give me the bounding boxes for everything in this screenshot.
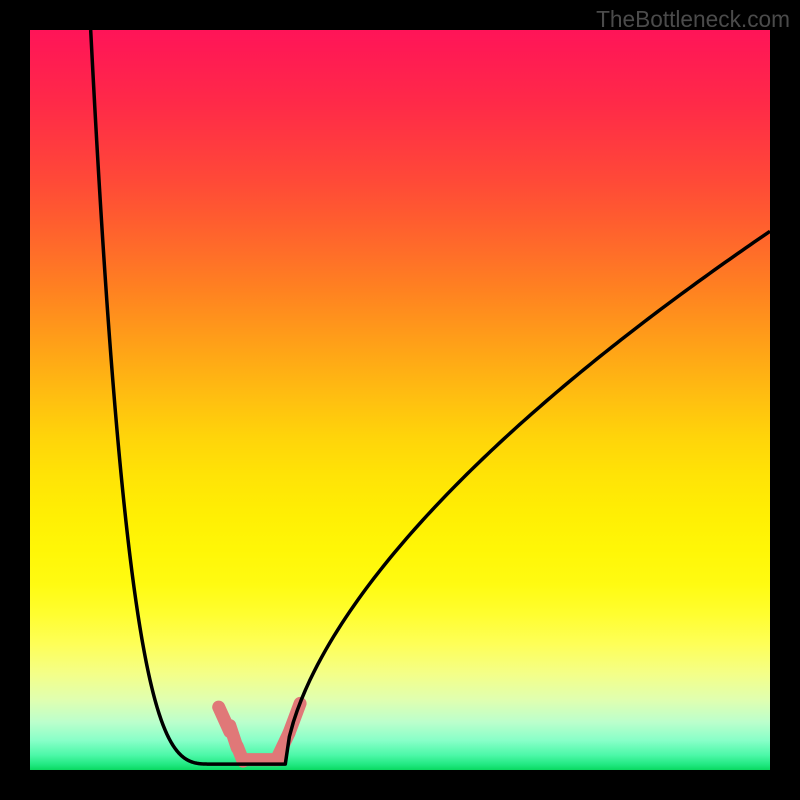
watermark-text: TheBottleneck.com: [596, 6, 790, 33]
bottleneck-curve: [91, 30, 770, 764]
curve-layer: [30, 30, 770, 770]
plot-area: [30, 30, 770, 770]
chart-frame: [0, 0, 800, 800]
